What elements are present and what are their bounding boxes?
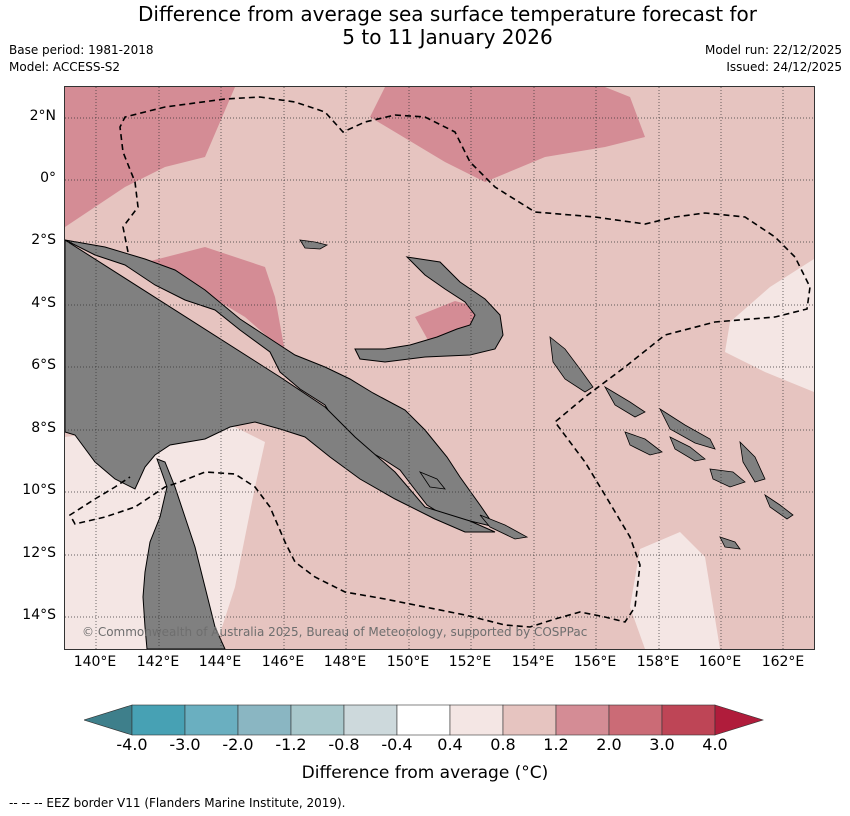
colorbar xyxy=(84,704,765,736)
eez-footnote: -- -- -- EEZ border V11 (Flanders Marine… xyxy=(9,796,346,810)
colorbar-segment xyxy=(608,704,663,736)
colorbar-segment xyxy=(449,704,504,736)
copyright-text: © Commonwealth of Australia 2025, Bureau… xyxy=(82,625,588,639)
land-rennell xyxy=(764,493,794,520)
lon-label: 158°E xyxy=(636,654,680,670)
lat-label: 2°S xyxy=(31,232,56,248)
lat-label: 8°S xyxy=(31,420,56,436)
lon-label: 150°E xyxy=(386,654,430,670)
land-bougainville xyxy=(549,336,594,393)
colorbar-tick: -1.2 xyxy=(275,735,307,754)
land-manus-island xyxy=(299,239,329,250)
colorbar-tick: 1.2 xyxy=(543,735,569,754)
colorbar-segment xyxy=(502,704,557,736)
title-line-2: 5 to 11 January 2026 xyxy=(342,25,553,49)
colorbar-tick: 0.4 xyxy=(437,735,463,754)
lon-label: 146°E xyxy=(261,654,305,670)
lon-label: 162°E xyxy=(761,654,805,670)
land-louisiade xyxy=(479,514,529,540)
colorbar-tick: 0.8 xyxy=(490,735,516,754)
lat-label: 6°S xyxy=(31,357,56,373)
colorbar-segment xyxy=(184,704,239,736)
land-new-britain-new-ireland xyxy=(354,256,504,363)
land-santa-isabel xyxy=(658,407,716,450)
lon-label: 144°E xyxy=(198,654,242,670)
land-dentrecasteaux xyxy=(418,471,446,490)
map-panel: © Commonwealth of Australia 2025, Bureau… xyxy=(64,86,815,650)
issued-date: Issued: 24/12/2025 xyxy=(726,60,842,74)
lat-label: 4°S xyxy=(31,295,56,311)
anomaly-patch-north-central xyxy=(370,87,645,182)
lon-label: 156°E xyxy=(573,654,617,670)
lon-label: 140°E xyxy=(73,654,117,670)
lat-label: 0° xyxy=(40,170,56,186)
colorbar-segment xyxy=(555,704,610,736)
anomaly-patch-east xyxy=(725,259,814,392)
colorbar-tick: 2.0 xyxy=(596,735,622,754)
colorbar-extend-high xyxy=(714,704,765,736)
land-makira xyxy=(709,468,746,488)
colorbar-extend-low xyxy=(84,704,133,736)
colorbar-segment xyxy=(343,704,398,736)
colorbar-segment xyxy=(237,704,292,736)
land-cape-york xyxy=(142,458,226,649)
colorbar-tick: -2.0 xyxy=(222,735,254,754)
meta-right: Model run: 22/12/2025 Issued: 24/12/2025 xyxy=(705,42,842,76)
colorbar-segment xyxy=(131,704,186,736)
land-malaita xyxy=(739,440,766,483)
lat-label: 14°S xyxy=(22,607,56,623)
land-choiseul xyxy=(603,385,646,418)
colorbar-title: Difference from average (°C) xyxy=(301,763,549,783)
model-name: Model: ACCESS-S2 xyxy=(9,60,121,74)
base-period: Base period: 1981-2018 xyxy=(9,43,154,57)
colorbar-tick: -0.8 xyxy=(328,735,360,754)
eez-border xyxy=(68,96,811,628)
anomaly-patch-north-west xyxy=(65,87,235,227)
lon-label: 152°E xyxy=(448,654,492,670)
map-svg xyxy=(65,87,814,649)
land-new-georgia xyxy=(624,431,663,456)
lat-label: 10°S xyxy=(22,482,56,498)
land-guadalcanal xyxy=(669,436,706,462)
colorbar-segment xyxy=(290,704,345,736)
land-islet xyxy=(719,536,741,550)
colorbar-segment xyxy=(661,704,716,736)
colorbar-tick: 3.0 xyxy=(649,735,675,754)
chart-title: Difference from average sea surface temp… xyxy=(0,3,850,49)
colorbar-tick: -4.0 xyxy=(116,735,148,754)
lat-label: 12°S xyxy=(22,545,56,561)
model-run: Model run: 22/12/2025 xyxy=(704,43,842,57)
colorbar-tick: -3.0 xyxy=(169,735,201,754)
colorbar-segment xyxy=(396,704,451,736)
lon-label: 148°E xyxy=(323,654,367,670)
graticule xyxy=(65,87,814,649)
colorbar-tick: -0.4 xyxy=(381,735,413,754)
anomaly-patch-south-east xyxy=(630,532,720,649)
colorbar-tick: 4.0 xyxy=(702,735,728,754)
lat-label: 2°N xyxy=(29,108,56,124)
meta-left: Base period: 1981-2018 Model: ACCESS-S2 xyxy=(9,42,154,76)
lon-label: 154°E xyxy=(511,654,555,670)
title-line-1: Difference from average sea surface temp… xyxy=(137,2,757,26)
lon-label: 142°E xyxy=(136,654,180,670)
lon-label: 160°E xyxy=(698,654,742,670)
